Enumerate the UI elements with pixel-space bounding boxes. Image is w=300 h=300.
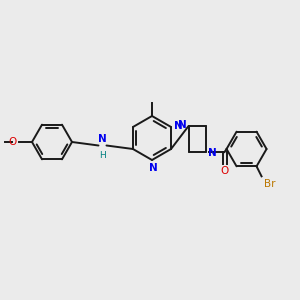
Text: Br: Br [264, 179, 275, 189]
Text: N: N [208, 148, 216, 158]
Text: N: N [174, 121, 183, 131]
Text: N: N [148, 163, 158, 173]
Text: O: O [220, 166, 229, 176]
Text: N: N [98, 134, 107, 145]
Text: H: H [99, 151, 106, 160]
Text: N: N [178, 120, 187, 130]
Text: O: O [9, 137, 17, 147]
